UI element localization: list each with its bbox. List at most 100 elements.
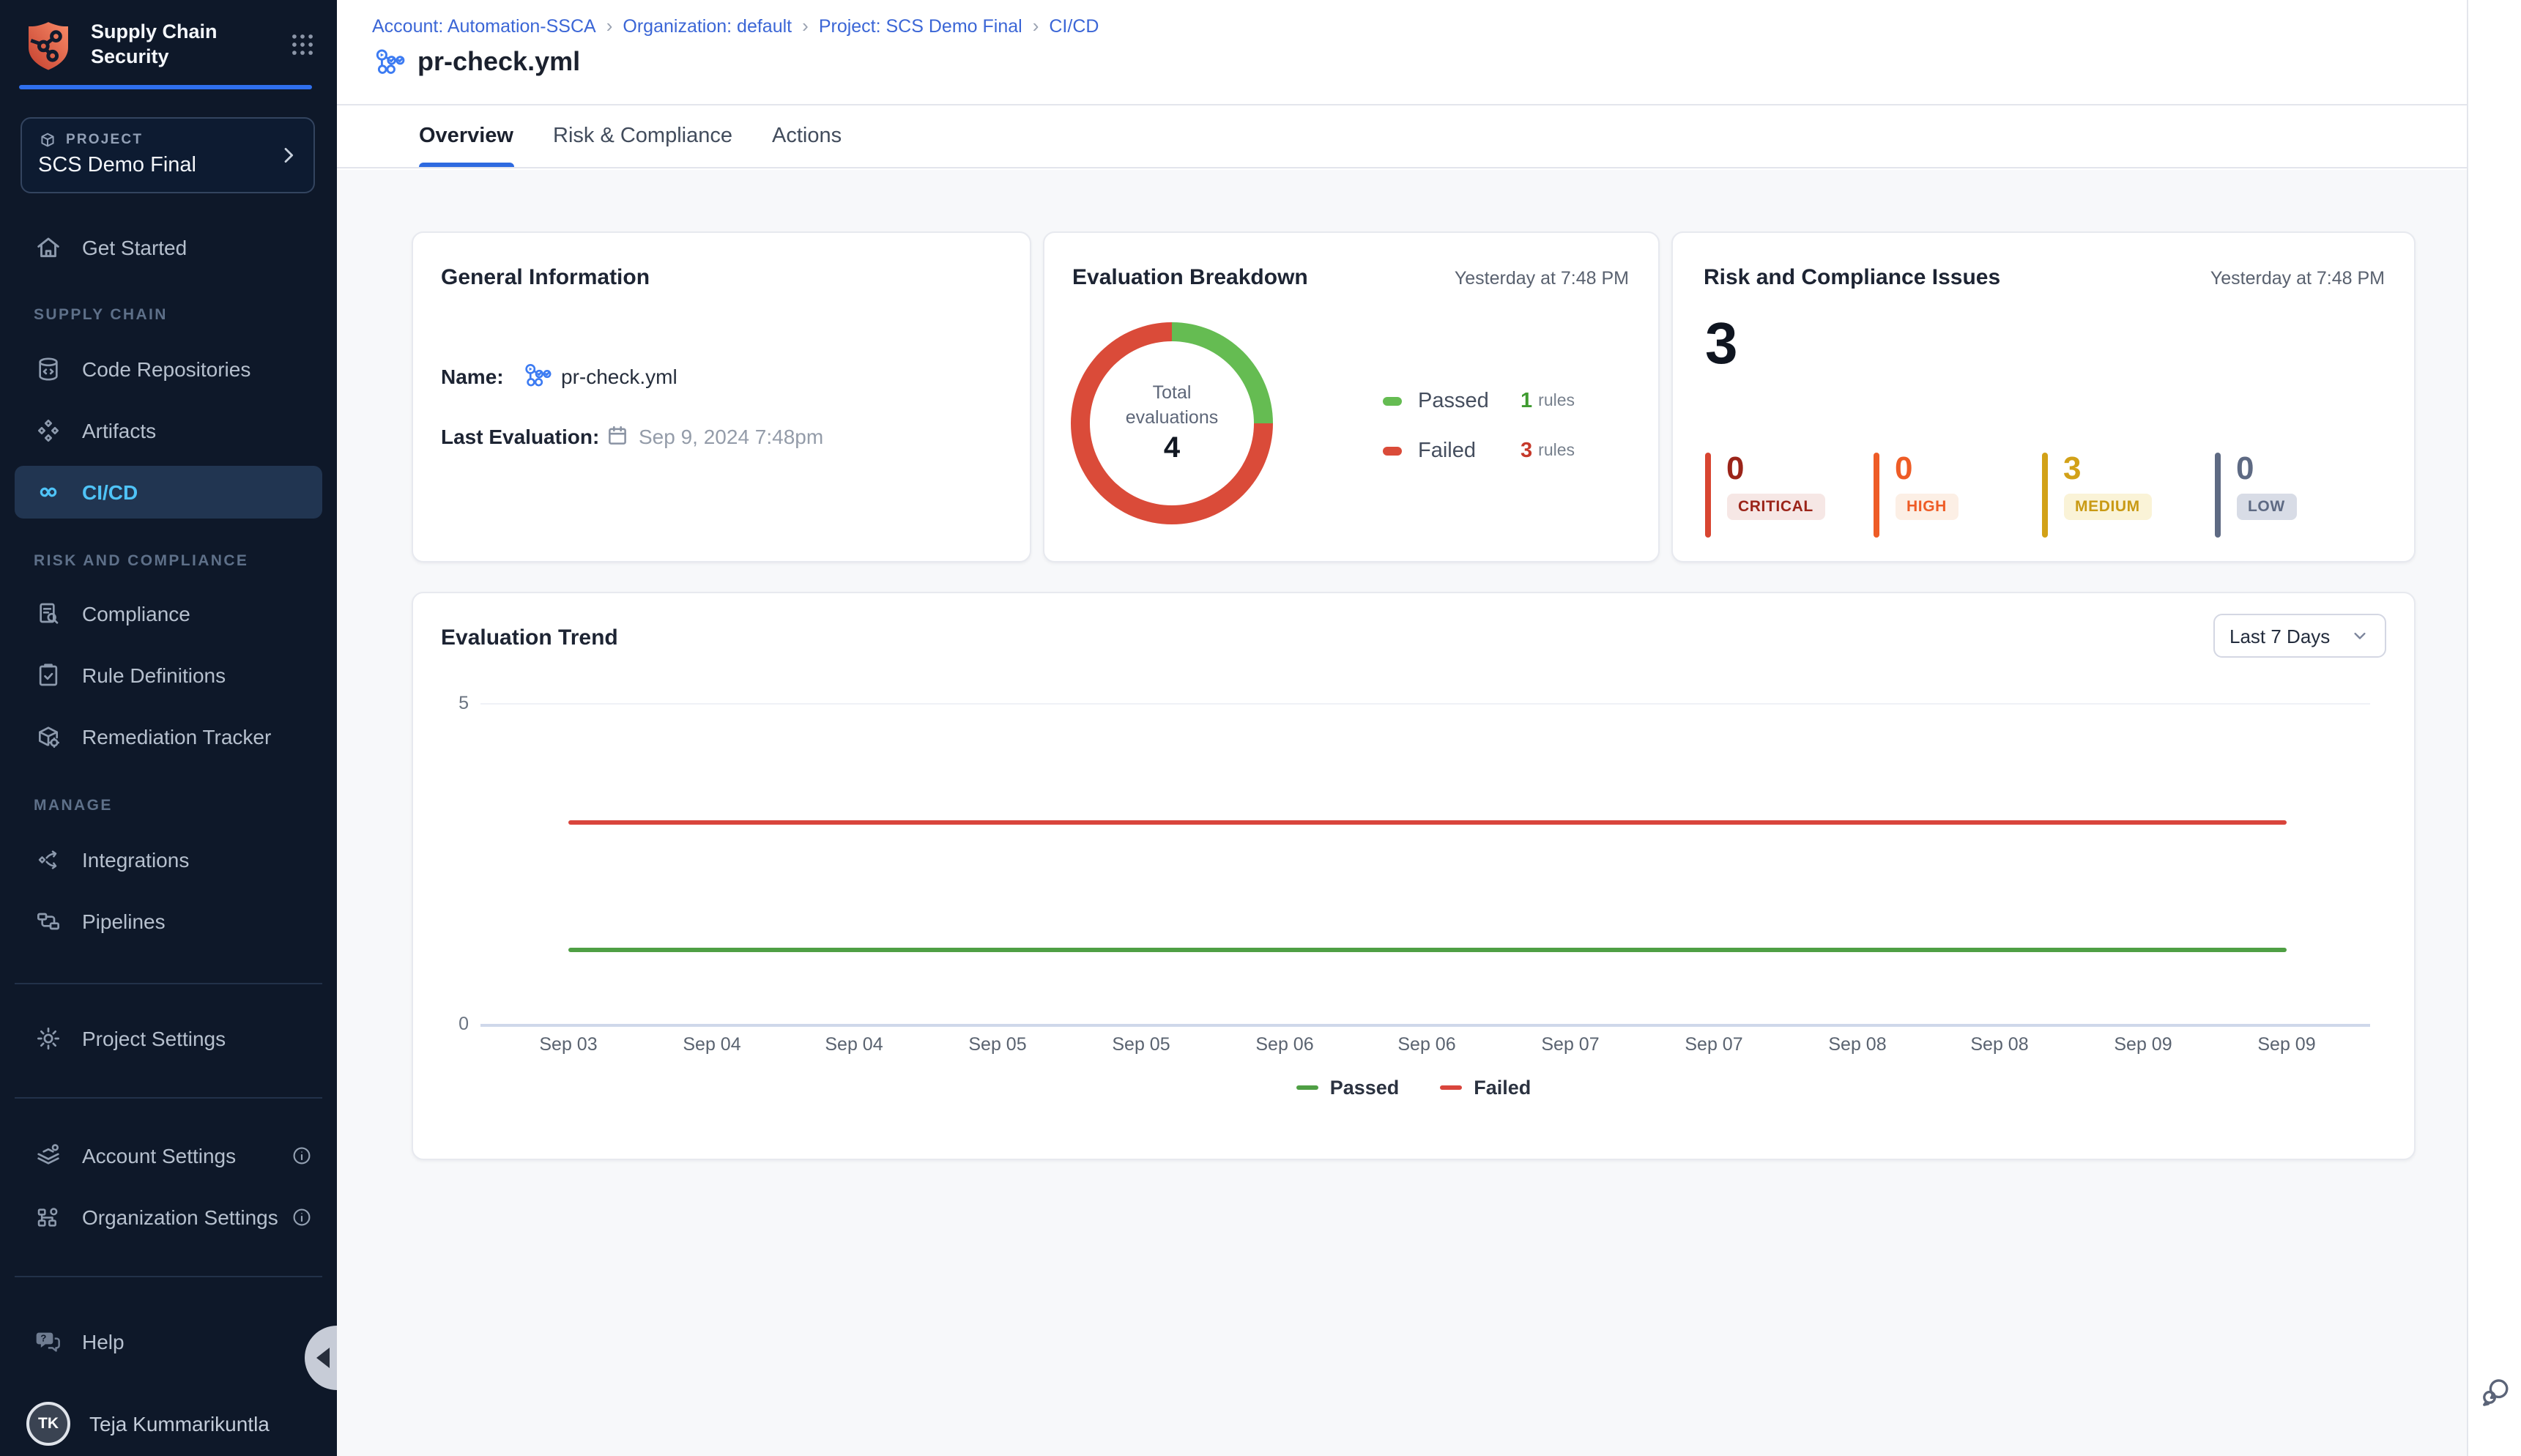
breadcrumb-account[interactable]: Account: Automation-SSCA (372, 15, 596, 36)
help-chat-icon: ? (34, 1327, 63, 1356)
info-icon[interactable] (290, 1206, 313, 1229)
legend-row-passed: Passed 1 rules (1383, 390, 1575, 413)
total-issues-count: 3 (1705, 312, 1738, 378)
x-axis-label: Sep 09 (2240, 1034, 2333, 1055)
passed-rules-count: 1 (1521, 390, 1532, 413)
app-switcher-grid-icon[interactable] (289, 31, 316, 59)
severity-bar (1874, 453, 1879, 538)
user-name: Teja Kummarikuntla (89, 1412, 270, 1435)
x-axis-label: Sep 05 (1094, 1034, 1188, 1055)
sidebar-item-artifacts[interactable]: Artifacts (15, 404, 322, 457)
chat-support-icon[interactable] (2477, 1374, 2514, 1411)
severity-high: 0 HIGH (1874, 453, 1958, 538)
project-name: SCS Demo Final (38, 154, 299, 177)
breadcrumb: Account: Automation-SSCA › Organization:… (372, 15, 1099, 37)
sidebar-item-help[interactable]: ? Help (15, 1315, 322, 1368)
user-menu[interactable]: TK Teja Kummarikuntla (15, 1394, 322, 1453)
compliance-document-icon (34, 599, 63, 628)
chart-legend: Passed Failed (413, 1077, 2414, 1099)
severity-bar (1705, 453, 1710, 538)
card-title: Risk and Compliance Issues (1704, 265, 2000, 290)
sidebar-item-remediation-tracker[interactable]: Remediation Tracker (15, 710, 322, 763)
right-utility-rail (2467, 0, 2521, 1456)
severity-bar (2042, 453, 2047, 538)
donut-center-value: 4 (1164, 432, 1180, 466)
failed-legend-swatch (1383, 447, 1402, 456)
time-range-value: Last 7 Days (2229, 625, 2330, 647)
sidebar-item-project-settings[interactable]: Project Settings (15, 1012, 322, 1065)
collapse-left-arrow-icon (316, 1348, 330, 1368)
legend-row-failed: Failed 3 rules (1383, 439, 1575, 463)
time-range-dropdown[interactable]: Last 7 Days (2213, 614, 2386, 658)
evaluations-donut-chart: Total evaluations 4 (1071, 322, 1273, 524)
breadcrumb-separator: › (1033, 15, 1039, 37)
tab-risk-compliance[interactable]: Risk & Compliance (553, 105, 732, 167)
card-timestamp: Yesterday at 7:48 PM (2210, 268, 2385, 289)
breadcrumb-project[interactable]: Project: SCS Demo Final (819, 15, 1022, 36)
sidebar-item-get-started[interactable]: Get Started (15, 221, 322, 274)
page-title: pr-check.yml (417, 47, 580, 78)
sidebar-item-rule-definitions[interactable]: Rule Definitions (15, 649, 322, 702)
tab-bar: Overview Risk & Compliance Actions (337, 105, 2467, 168)
sidebar-divider (15, 1097, 322, 1099)
tab-overview[interactable]: Overview (419, 105, 513, 167)
x-axis-label: Sep 07 (1667, 1034, 1761, 1055)
info-icon[interactable] (290, 1144, 313, 1167)
x-axis-label: Sep 06 (1380, 1034, 1474, 1055)
card-title: Evaluation Breakdown (1072, 265, 1308, 290)
evaluation-trend-card: Evaluation Trend Last 7 Days 5 0 Sep 03 … (412, 592, 2416, 1160)
pipeline-name-value: pr-check.yml (561, 364, 677, 387)
cube-icon (38, 130, 57, 149)
card-timestamp: Yesterday at 7:48 PM (1455, 268, 1629, 289)
supply-chain-security-logo-icon (21, 17, 76, 73)
remediation-box-icon (34, 722, 63, 751)
tab-actions[interactable]: Actions (772, 105, 842, 167)
main-content: General Information Name: pr-check.yml L… (337, 170, 2467, 1456)
sidebar-item-account-settings[interactable]: Account Settings (15, 1129, 322, 1182)
sidebar-item-organization-settings[interactable]: Organization Settings (15, 1191, 322, 1244)
home-icon (34, 233, 63, 262)
breadcrumb-organization[interactable]: Organization: default (623, 15, 792, 36)
sidebar-item-pipelines[interactable]: Pipelines (15, 895, 322, 948)
sidebar-item-compliance[interactable]: Compliance (15, 587, 322, 640)
high-badge: HIGH (1895, 494, 1958, 520)
failed-rules-count: 3 (1521, 439, 1532, 463)
x-axis-label: Sep 06 (1238, 1034, 1332, 1055)
y-axis-tick-0: 0 (439, 1014, 469, 1034)
section-supply-chain: SUPPLY CHAIN (34, 306, 168, 324)
x-axis-label: Sep 03 (521, 1034, 615, 1055)
failed-series-line (568, 820, 2287, 825)
medium-badge: MEDIUM (2063, 494, 2152, 520)
sidebar-item-integrations[interactable]: Integrations (15, 833, 322, 886)
sidebar-header: Supply ChainSecurity (0, 0, 337, 89)
x-axis-label: Sep 07 (1523, 1034, 1617, 1055)
evaluation-breakdown-card: Evaluation Breakdown Yesterday at 7:48 P… (1043, 231, 1660, 562)
severity-bar (2215, 453, 2220, 538)
x-axis-label: Sep 08 (1953, 1034, 2046, 1055)
passed-series-line (568, 948, 2287, 952)
x-axis-label: Sep 09 (2096, 1034, 2190, 1055)
project-selector[interactable]: PROJECT SCS Demo Final (21, 117, 315, 193)
page-header: Account: Automation-SSCA › Organization:… (337, 0, 2467, 105)
sidebar-item-code-repositories[interactable]: Code Repositories (15, 343, 322, 395)
sidebar-item-cicd[interactable]: CI/CD (15, 466, 322, 519)
artifacts-icon (34, 416, 63, 445)
x-axis-label: Sep 04 (807, 1034, 901, 1055)
severity-critical: 0 CRITICAL (1705, 453, 1825, 538)
high-count: 0 (1895, 453, 1958, 485)
avatar: TK (26, 1402, 70, 1446)
chevron-down-icon (2350, 625, 2370, 646)
cicd-infinity-icon (34, 478, 63, 507)
general-information-card: General Information Name: pr-check.yml L… (412, 231, 1031, 562)
critical-count: 0 (1726, 453, 1825, 485)
severity-medium: 3 MEDIUM (2042, 453, 2152, 538)
breadcrumb-current[interactable]: CI/CD (1049, 15, 1099, 36)
x-axis-label: Sep 04 (665, 1034, 759, 1055)
x-axis-label: Sep 08 (1811, 1034, 1904, 1055)
gridline-5 (480, 703, 2370, 705)
sidebar: Supply ChainSecurity PROJECT SCS Dem (0, 0, 337, 1456)
y-axis-tick-5: 5 (439, 693, 469, 713)
section-manage: MANAGE (34, 797, 113, 814)
gear-icon (34, 1024, 63, 1053)
name-label: Name: (441, 364, 521, 387)
